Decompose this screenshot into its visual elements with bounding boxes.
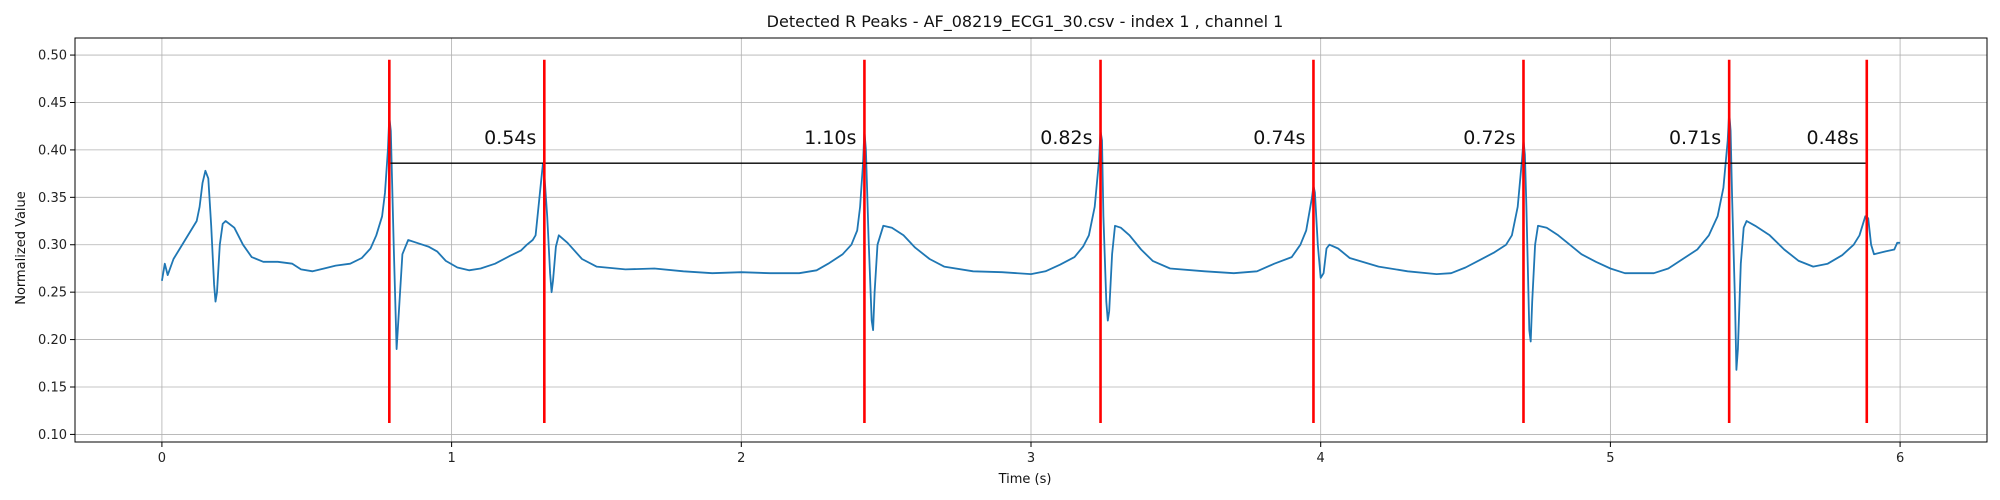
- x-tick-label: 6: [1896, 451, 1904, 466]
- x-tick-label: 3: [1027, 451, 1035, 466]
- y-tick-label: 0.25: [38, 286, 67, 301]
- x-tick-label: 0: [158, 451, 166, 466]
- grid: [75, 38, 1987, 442]
- y-tick-label: 0.40: [38, 143, 67, 158]
- y-tick-label: 0.50: [38, 49, 67, 64]
- rr-interval-label: 0.71s: [1669, 127, 1721, 149]
- rr-interval-label: 0.74s: [1253, 127, 1305, 149]
- y-axis-title: Normalized Value: [14, 191, 29, 305]
- y-tick-label: 0.10: [38, 428, 67, 443]
- rr-interval-label: 0.72s: [1463, 127, 1515, 149]
- x-tick-label: 1: [447, 451, 455, 466]
- y-tick-label: 0.15: [38, 380, 67, 395]
- x-axis-ticks: 0 1 2 3 4 5 6: [158, 442, 1904, 466]
- ecg-signal-layer: [161, 111, 1901, 371]
- x-tick-label: 5: [1606, 451, 1614, 466]
- x-axis-title: Time (s): [998, 472, 1052, 487]
- y-tick-label: 0.30: [38, 238, 67, 253]
- rr-interval-label: 0.48s: [1807, 127, 1859, 149]
- r-peak-layer: [388, 59, 1869, 424]
- rr-interval-label: 1.10s: [804, 127, 856, 149]
- y-tick-label: 0.45: [38, 96, 67, 111]
- y-tick-label: 0.35: [38, 191, 67, 206]
- x-tick-label: 2: [737, 451, 745, 466]
- chart-title: Detected R Peaks - AF_08219_ECG1_30.csv …: [767, 12, 1284, 32]
- y-tick-label: 0.20: [38, 333, 67, 348]
- x-tick-label: 4: [1317, 451, 1325, 466]
- rr-interval-label: 0.54s: [484, 127, 536, 149]
- rr-interval-layer: 0.54s 1.10s 0.82s 0.74s 0.72s 0.71s 0.48s: [389, 127, 1868, 177]
- rr-interval-label: 0.82s: [1040, 127, 1092, 149]
- ecg-signal-line: [161, 111, 1901, 371]
- y-axis-ticks: 0.10 0.15 0.20 0.25 0.30 0.35 0.40 0.45 0.50: [38, 49, 75, 443]
